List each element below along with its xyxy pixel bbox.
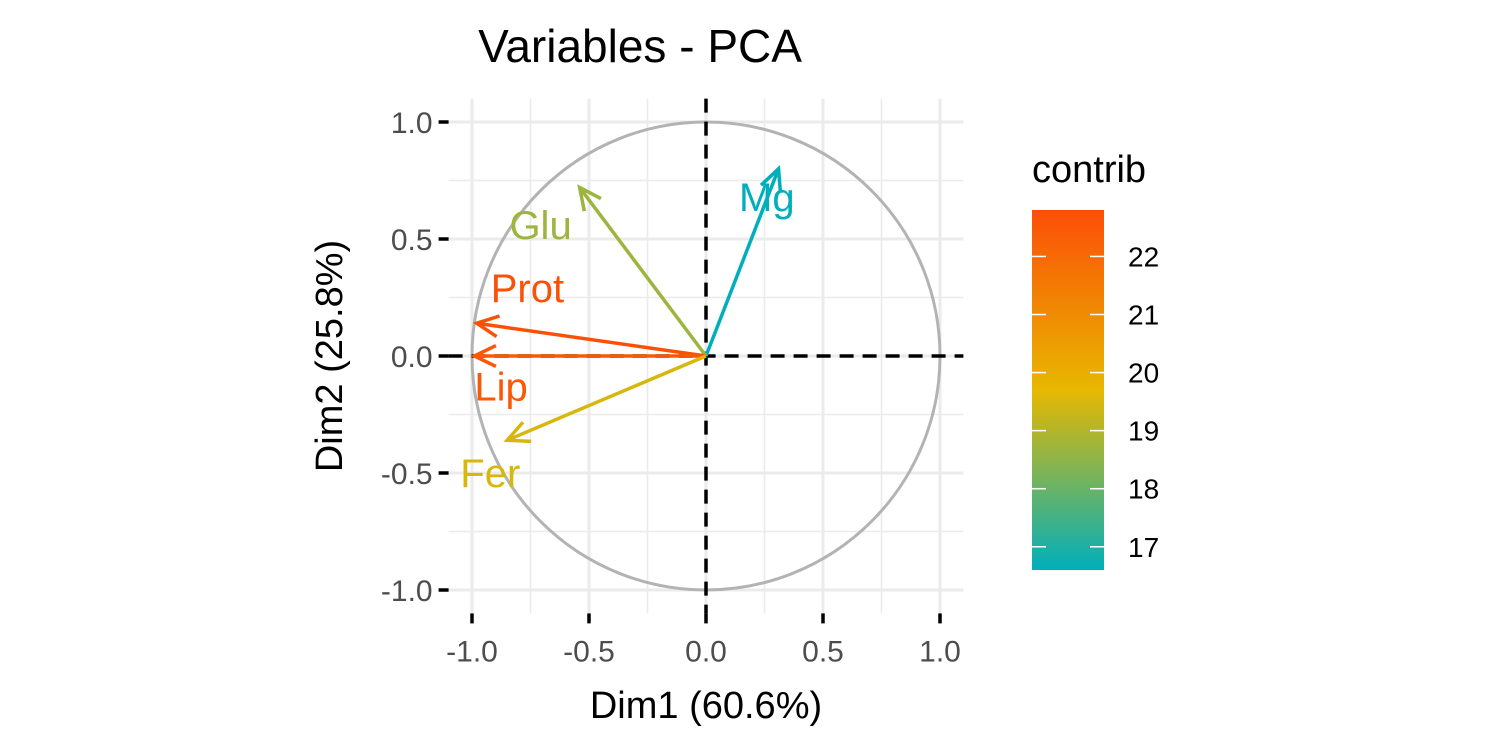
y-tick-label: 0.0 xyxy=(391,341,433,374)
label-lip: Lip xyxy=(474,365,527,409)
axes: -1.0 -0.5 0.0 0.5 1.0 -1.0 -0.5 0.0 0.5 1.0 xyxy=(381,107,961,668)
y-tick-label: -0.5 xyxy=(381,458,433,491)
x-tick-label: -1.0 xyxy=(446,635,498,668)
x-tick-label: 0.5 xyxy=(802,635,844,668)
chart-title: Variables - PCA xyxy=(478,20,802,72)
y-tick-label: -1.0 xyxy=(381,575,433,608)
label-fer: Fer xyxy=(460,452,520,496)
arrowhead-lip xyxy=(470,344,497,368)
legend-colorbar xyxy=(1032,210,1104,570)
legend-title: contrib xyxy=(1032,149,1146,191)
legend-tick-label: 19 xyxy=(1128,416,1159,447)
y-tick-label: 0.5 xyxy=(391,224,433,257)
label-prot: Prot xyxy=(491,267,564,311)
arrow-prot xyxy=(476,321,707,358)
label-glu: Glu xyxy=(509,204,571,248)
arrowhead-prot xyxy=(472,314,501,339)
label-mg: Mg xyxy=(739,176,795,220)
legend-tick-label: 17 xyxy=(1128,532,1159,563)
x-tick-label: -0.5 xyxy=(563,635,615,668)
arrowhead-fer xyxy=(503,421,532,444)
arrowhead-glu xyxy=(577,184,602,212)
legend-tick-label: 18 xyxy=(1128,474,1159,505)
legend-tick-label: 20 xyxy=(1128,358,1159,389)
variable-labels: Mg Glu Prot Lip Fer xyxy=(460,176,794,496)
y-axis-title: Dim2 (25.8%) xyxy=(309,240,351,472)
x-tick-label: 1.0 xyxy=(919,635,961,668)
legend-tick-label: 21 xyxy=(1128,300,1159,331)
arrow-glu xyxy=(578,186,708,358)
arrowhead-mg xyxy=(759,165,783,193)
legend: contrib 17 18 19 20 21 22 xyxy=(1032,149,1159,570)
x-tick-label: 0.0 xyxy=(685,635,727,668)
arrow-fer xyxy=(506,354,707,442)
x-axis-title: Dim1 (60.6%) xyxy=(590,685,822,727)
legend-tick-label: 22 xyxy=(1128,241,1159,272)
arrow-mg xyxy=(704,168,781,357)
y-tick-label: 1.0 xyxy=(391,107,433,140)
variable-arrows xyxy=(470,165,783,444)
